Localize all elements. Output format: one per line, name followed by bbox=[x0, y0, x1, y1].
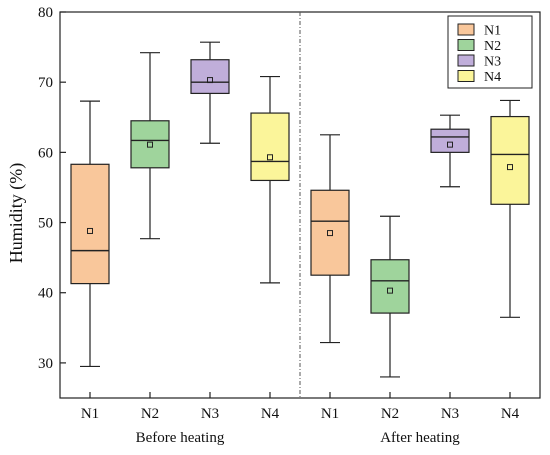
box-n3 bbox=[430, 128, 470, 153]
box-n4 bbox=[490, 115, 530, 205]
x-tick-label: N1 bbox=[81, 406, 99, 422]
y-tick-label: 70 bbox=[38, 75, 53, 91]
y-tick-label: 60 bbox=[38, 145, 53, 161]
x-tick-label: N2 bbox=[141, 406, 159, 422]
y-axis-title: Humidity (%) bbox=[6, 163, 27, 264]
x-tick-label: N2 bbox=[381, 406, 399, 422]
legend-label: N1 bbox=[484, 24, 501, 39]
box-n2 bbox=[130, 120, 170, 169]
mean-marker bbox=[147, 141, 153, 148]
legend-label: N4 bbox=[484, 70, 501, 85]
mean-marker bbox=[87, 227, 93, 234]
x-tick-label: N3 bbox=[441, 406, 459, 422]
legend-swatch-n2 bbox=[457, 39, 475, 51]
box-n4 bbox=[250, 112, 290, 182]
mean-marker bbox=[507, 164, 513, 171]
box-n2 bbox=[370, 259, 410, 314]
group-label: After heating bbox=[380, 430, 460, 446]
y-tick-label: 30 bbox=[38, 356, 53, 372]
legend-swatch-n3 bbox=[457, 54, 475, 67]
box-n1 bbox=[310, 189, 350, 276]
x-tick-label: N1 bbox=[321, 406, 339, 422]
y-tick-label: 80 bbox=[38, 5, 53, 21]
x-tick-label: N4 bbox=[501, 406, 520, 422]
group-label: Before heating bbox=[136, 430, 225, 446]
box-n3 bbox=[190, 59, 230, 95]
x-tick-label: N4 bbox=[261, 406, 280, 422]
legend-label: N2 bbox=[484, 39, 501, 54]
mean-marker bbox=[267, 154, 273, 161]
y-tick-label: 50 bbox=[38, 216, 53, 232]
y-tick-label: 40 bbox=[38, 286, 53, 302]
legend-swatch-n1 bbox=[457, 23, 475, 36]
mean-marker bbox=[207, 77, 213, 84]
x-tick-label: N3 bbox=[201, 406, 219, 422]
legend-label: N3 bbox=[484, 55, 501, 70]
mean-marker bbox=[387, 287, 393, 294]
legend-swatch-n4 bbox=[457, 70, 475, 82]
mean-marker bbox=[327, 230, 333, 237]
mean-marker bbox=[447, 141, 453, 148]
box-n1 bbox=[70, 163, 110, 285]
